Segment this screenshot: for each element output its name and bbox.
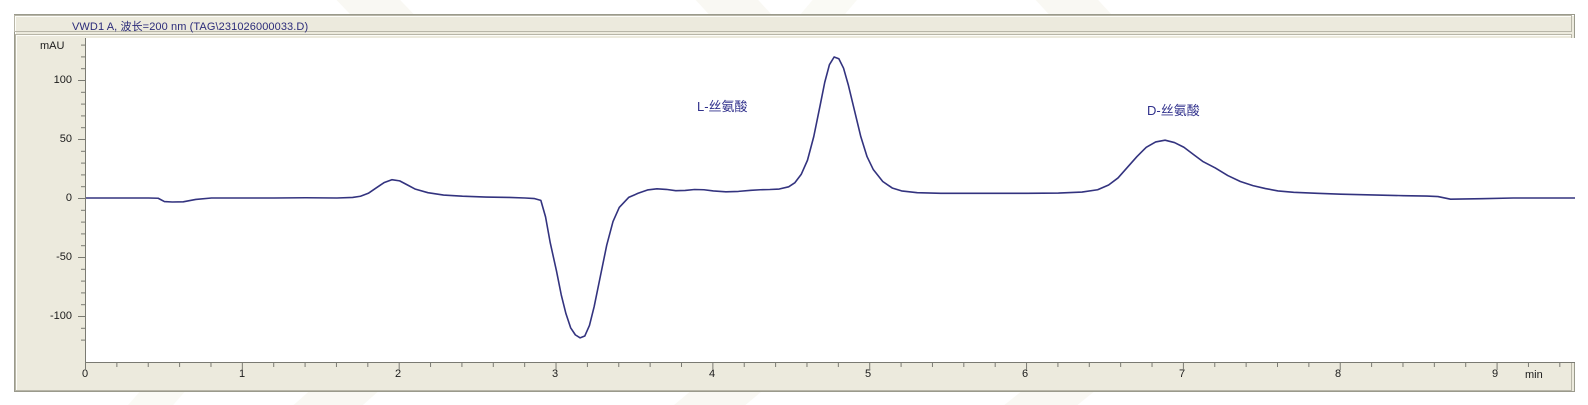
y-tick-label-100: 100	[53, 74, 72, 86]
x-tick-label-7: 7	[1178, 368, 1186, 380]
y-tick-label-50: 50	[59, 133, 72, 145]
x-tick-label-6: 6	[1021, 368, 1029, 380]
x-tick-label-2: 2	[394, 368, 402, 380]
x-axis-unit-label: min	[1525, 369, 1543, 381]
x-tick-label-8: 8	[1334, 368, 1342, 380]
y-tick-label-n100: -100	[49, 310, 72, 322]
y-tick-label-0: 0	[65, 192, 72, 204]
chromatogram-trace-svg	[86, 56, 1575, 339]
x-tick-label-1: 1	[238, 368, 246, 380]
x-tick-label-4: 4	[708, 368, 716, 380]
y-axis-unit-label: mAU	[40, 40, 65, 52]
title-bar	[14, 15, 1572, 32]
peak-label-l-serine: L-丝氨酸	[697, 99, 748, 114]
y-tick-label-n50: -50	[56, 251, 72, 263]
x-tick-label-9: 9	[1491, 368, 1499, 380]
chart-title: VWD1 A, 波长=200 nm (TAG\231026000033.D)	[72, 21, 309, 33]
x-tick-label-5: 5	[864, 368, 872, 380]
x-tick-label-3: 3	[551, 368, 559, 380]
x-tick-label-0: 0	[81, 368, 89, 380]
peak-label-d-serine: D-丝氨酸	[1147, 103, 1200, 118]
plot-canvas[interactable]	[85, 38, 1575, 363]
